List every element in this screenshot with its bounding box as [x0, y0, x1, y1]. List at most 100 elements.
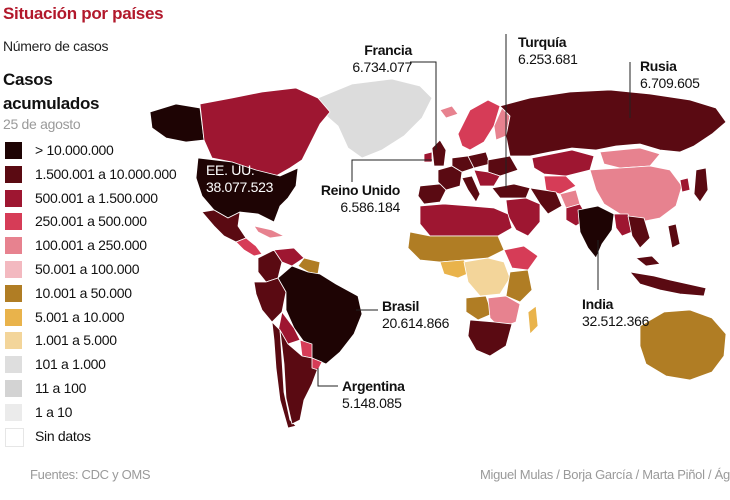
- philippines-region: [667, 223, 681, 249]
- south-africa-region: [467, 319, 513, 357]
- callout-usa-value: 38.077.523: [206, 179, 274, 195]
- japan-region: [693, 167, 709, 203]
- legend-swatch: [5, 332, 22, 350]
- legend-swatch: [5, 142, 22, 159]
- usa-region: [195, 157, 299, 223]
- legend-label: 1 a 10: [35, 403, 73, 420]
- argentina-leader: [317, 368, 338, 387]
- reino-unido-leader: [351, 159, 432, 182]
- legend-label: 1.001 a 5.000: [35, 332, 117, 349]
- myanmar-region: [613, 213, 633, 237]
- callout-francia-name: Francia: [364, 42, 412, 58]
- callout-reino-unido-value: 6.586.184: [340, 199, 400, 215]
- indochina-region: [627, 215, 651, 249]
- legend-label: 1.500.001 a 10.000.000: [35, 165, 177, 182]
- legend-swatch: [5, 261, 22, 278]
- callout-argentina: Argentina 5.148.085: [342, 378, 405, 412]
- francia-leader: [410, 61, 437, 150]
- callout-turquia-name: Turquía: [518, 34, 567, 50]
- caribbean-region: [253, 225, 285, 239]
- leader-lines: [317, 34, 631, 387]
- legend-swatch: [5, 165, 22, 183]
- callout-francia: Francia 6.734.077: [338, 42, 412, 76]
- callout-turquia-value: 6.253.681: [518, 51, 578, 67]
- mongolia-region: [599, 147, 661, 169]
- legend-title: Casos acumulados: [3, 70, 100, 113]
- callout-india-name: India: [582, 296, 614, 312]
- middle-east-region: [505, 197, 541, 237]
- legend-date: 25 de agosto: [3, 116, 81, 132]
- angola-region: [465, 295, 493, 321]
- central-asia-region: [543, 175, 577, 195]
- brazil-region: [277, 265, 363, 365]
- legend-label: 100.001 a 250.000: [35, 237, 147, 254]
- callout-reino-unido: Reino Unido 6.586.184: [300, 182, 400, 216]
- callout-francia-value: 6.734.077: [352, 59, 412, 75]
- legend-label: 11 a 100: [35, 380, 87, 396]
- kazakhstan-region: [531, 149, 595, 177]
- legend-swatch: [5, 427, 24, 447]
- callout-india-value: 32.512.366: [582, 313, 650, 329]
- indonesia-region: [629, 271, 707, 297]
- korea-region: [679, 177, 691, 193]
- callout-brasil: Brasil 20.614.866: [382, 298, 449, 332]
- legend-label: 250.001 a 500.000: [35, 213, 147, 230]
- east-africa-region: [505, 269, 533, 303]
- page-subtitle: Número de casos: [3, 38, 109, 54]
- legend-swatch: [5, 237, 22, 255]
- iceland-region: [439, 105, 459, 119]
- china-region: [589, 165, 683, 223]
- callout-argentina-name: Argentina: [342, 378, 405, 394]
- greenland-region: [317, 78, 433, 159]
- legend-label: 50.001 a 100.000: [35, 261, 140, 277]
- ethiopia-region: [503, 245, 539, 271]
- ukraine-region: [487, 155, 519, 177]
- malaysia-region: [635, 255, 661, 267]
- mexico-region: [201, 209, 247, 243]
- legend-label: 5.001 a 10.000: [35, 308, 125, 325]
- madagascar-region: [527, 305, 539, 335]
- central-africa-region: [463, 257, 511, 297]
- scandinavia-region: [457, 99, 501, 151]
- callout-rusia-name: Rusia: [640, 58, 677, 74]
- legend-swatch: [5, 403, 22, 421]
- callout-brasil-value: 20.614.866: [382, 315, 450, 331]
- callout-reino-unido-name: Reino Unido: [320, 182, 400, 198]
- callout-rusia: Rusia 6.709.605: [640, 58, 700, 92]
- legend-swatch: [5, 213, 22, 231]
- west-africa-region: [439, 259, 473, 279]
- argentina-region: [279, 329, 319, 425]
- legend-swatch: [5, 308, 22, 326]
- legend-swatch: [5, 284, 22, 302]
- italy-region: [461, 175, 481, 203]
- callout-argentina-value: 5.148.085: [342, 395, 402, 411]
- legend-label: 101 a 1.000: [35, 356, 106, 373]
- legend-swatch: [5, 356, 22, 374]
- callout-usa-name: EE. UU.: [206, 162, 255, 178]
- legend-label: 10.001 a 50.000: [35, 284, 132, 301]
- alaska-region: [149, 103, 205, 143]
- callout-turquia: Turquía 6.253.681: [518, 34, 578, 68]
- canada-region: [199, 87, 331, 177]
- australia-region: [639, 309, 727, 381]
- legend-label: > 10.000.000: [35, 142, 114, 158]
- legend-label: Sin datos: [35, 427, 91, 444]
- germany-region: [451, 155, 475, 173]
- iran-region: [529, 187, 563, 215]
- legend-label: 500.001 a 1.500.000: [35, 189, 158, 206]
- legend-swatch: [5, 380, 22, 397]
- chile-region: [271, 321, 297, 429]
- southern-africa-region: [487, 295, 521, 329]
- central-america-region: [235, 237, 263, 257]
- footer-credits: Miguel Mulas / Borja García / Marta Piño…: [480, 467, 730, 482]
- venezuela-region: [273, 247, 305, 267]
- callout-brasil-name: Brasil: [382, 298, 420, 314]
- spain-region: [417, 183, 447, 205]
- callout-india: India 32.512.366: [582, 296, 649, 330]
- sahel-region: [407, 231, 505, 263]
- callout-usa: EE. UU. 38.077.523: [206, 162, 273, 196]
- footer-sources: Fuentes: CDC y OMS: [30, 467, 151, 482]
- callout-rusia-value: 6.709.605: [640, 75, 700, 91]
- turkey-region: [491, 183, 531, 199]
